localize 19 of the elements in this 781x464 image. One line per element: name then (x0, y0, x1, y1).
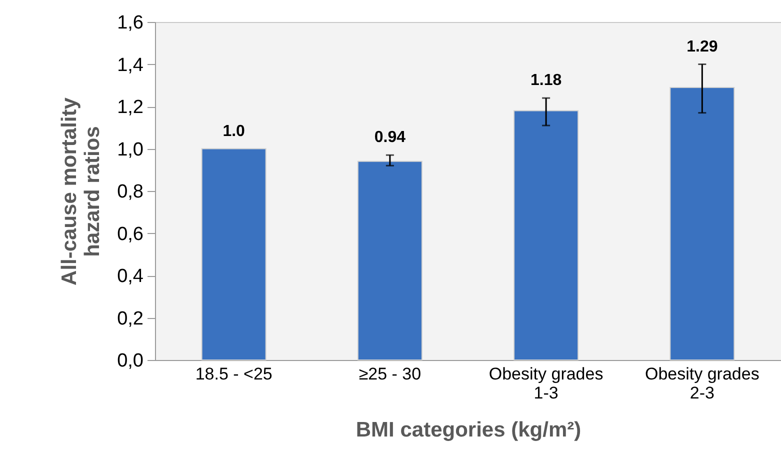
y-tick-label: 1,0 (117, 139, 144, 160)
y-tick-label: 1,6 (117, 12, 144, 34)
data-label: 1.0 (222, 122, 246, 140)
x-axis-title: BMI categories (kg/m²) (356, 418, 582, 442)
y-tick-label: 0,0 (117, 350, 144, 372)
x-tick-label: 18.5 - <25 (195, 364, 272, 384)
data-label: 1.29 (686, 38, 718, 56)
x-tick-label: ≥25 - 30 (358, 364, 422, 384)
data-label: 1.18 (530, 72, 562, 90)
y-tick-label: 0,4 (117, 266, 144, 287)
y-tick-label: 1,4 (117, 54, 144, 76)
y-tick-label: 1,2 (117, 97, 144, 118)
y-tick-label: 0,2 (117, 308, 144, 330)
y-axis-title: All-cause mortality hazard ratios (58, 97, 104, 286)
data-label: 0.94 (374, 129, 406, 146)
x-tick-label: Obesity grades 2-3 (644, 364, 760, 402)
x-tick-label: Obesity grades 1-3 (488, 364, 604, 402)
y-tick-label: 0,6 (117, 224, 144, 245)
y-tick-label: 0,8 (117, 182, 144, 202)
